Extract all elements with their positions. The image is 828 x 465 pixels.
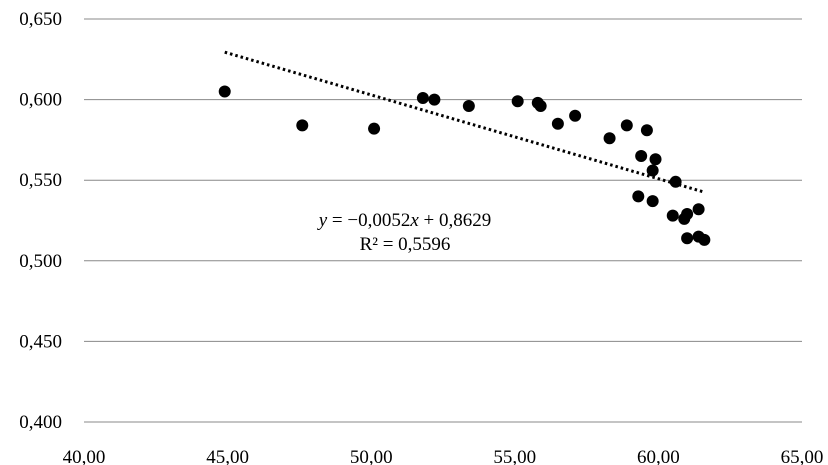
data-point bbox=[646, 164, 659, 177]
x-tick-label: 45,00 bbox=[206, 447, 249, 465]
trendline-equation: y = −0,0052x + 0,8629 bbox=[317, 210, 492, 231]
data-point bbox=[416, 91, 429, 104]
x-tick-label: 50,00 bbox=[350, 447, 393, 465]
data-point bbox=[681, 232, 694, 245]
trendline-group bbox=[224, 50, 705, 194]
y-tick-label: 0,500 bbox=[19, 251, 62, 272]
x-tick-label: 60,00 bbox=[637, 447, 680, 465]
data-point bbox=[551, 117, 564, 130]
data-point bbox=[534, 100, 547, 113]
data-point bbox=[698, 233, 711, 246]
data-point bbox=[368, 122, 381, 135]
data-point bbox=[666, 209, 679, 222]
data-point bbox=[681, 208, 694, 221]
data-point bbox=[640, 124, 653, 137]
x-tick-label: 55,00 bbox=[493, 447, 536, 465]
data-point bbox=[669, 175, 682, 188]
y-tick-label: 0,450 bbox=[19, 331, 62, 352]
data-points bbox=[218, 85, 711, 246]
y-tick-label: 0,550 bbox=[19, 170, 62, 191]
data-point bbox=[620, 119, 633, 132]
data-point bbox=[462, 100, 475, 113]
data-point bbox=[635, 150, 648, 163]
y-tick-label: 0,650 bbox=[19, 9, 62, 30]
data-point bbox=[569, 109, 582, 122]
data-point bbox=[511, 95, 524, 108]
y-tick-label: 0,600 bbox=[19, 90, 62, 111]
y-tick-label: 0,400 bbox=[19, 412, 62, 433]
data-point bbox=[649, 153, 662, 166]
data-point bbox=[428, 93, 441, 106]
y-axis-tick-labels: 0,400 0,450 0,500 0,550 0,600 0,650 bbox=[19, 9, 62, 433]
x-axis-tick-labels: 40,00 45,00 50,00 55,00 60,00 65,00 bbox=[63, 447, 824, 465]
r-squared-label: R² = 0,5596 bbox=[360, 234, 451, 255]
x-tick-label: 65,00 bbox=[781, 447, 824, 465]
x-tick-label: 40,00 bbox=[63, 447, 106, 465]
data-point bbox=[296, 119, 309, 132]
data-point bbox=[218, 85, 231, 98]
trendline bbox=[224, 50, 705, 194]
data-point bbox=[603, 132, 616, 145]
gridlines bbox=[84, 18, 802, 423]
data-point bbox=[692, 203, 705, 216]
data-point bbox=[646, 195, 659, 208]
data-point bbox=[632, 190, 645, 203]
